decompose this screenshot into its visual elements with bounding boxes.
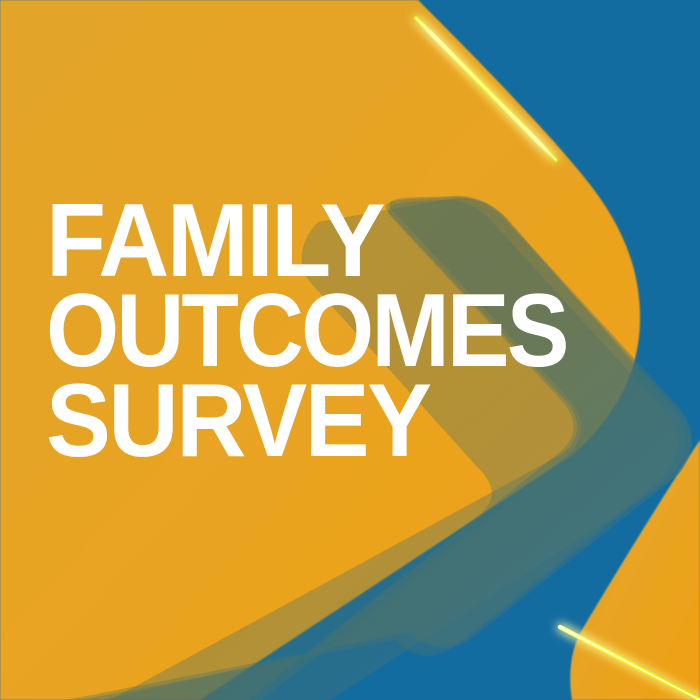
glow-streak-bottom: [557, 624, 700, 700]
glow-streak-top: [413, 15, 559, 163]
chevron-overlay-shape: [66, 195, 693, 700]
orange-blob-shape: [0, 0, 640, 700]
orange-lower-wedge: [570, 440, 700, 700]
